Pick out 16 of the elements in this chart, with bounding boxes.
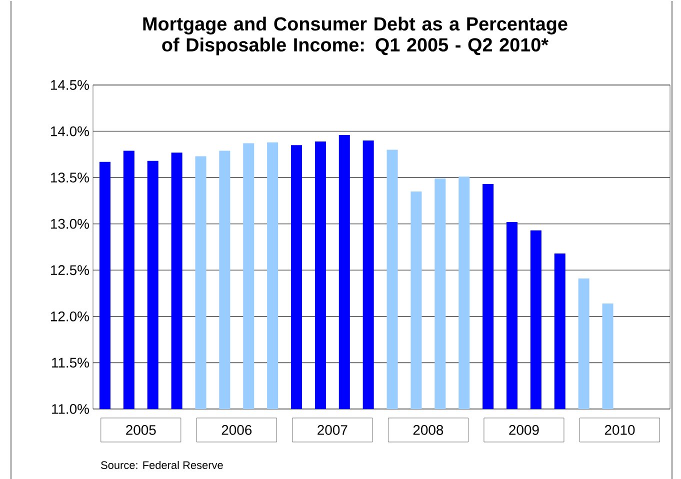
y-tick-label: 14.0% (51, 126, 89, 136)
y-tick-label: 11.0% (52, 404, 89, 414)
x-tick-label: 2007 (318, 424, 348, 435)
y-tick-label: 13.5% (51, 172, 89, 182)
y-tick-label: 14.5% (51, 80, 89, 90)
chart-title: Mortgage and Consumer Debt as a Percentage of Disposable Income: Q1 2005 - Q2 2010* (143, 16, 568, 56)
x-tick-label: 2006 (222, 424, 252, 435)
y-tick-label: 12.5% (51, 264, 89, 275)
x-tick-label: 2008 (413, 424, 444, 435)
x-tick-label: 2010 (604, 424, 635, 435)
x-tick-label: 2009 (509, 424, 539, 435)
source-note: Source: Federal Reserve (101, 460, 223, 469)
y-tick-label: 13.0% (51, 218, 89, 229)
y-tick-label: 11.5% (52, 358, 89, 368)
y-tick-label: 12.0% (51, 311, 89, 322)
x-tick-label: 2005 (126, 424, 156, 435)
